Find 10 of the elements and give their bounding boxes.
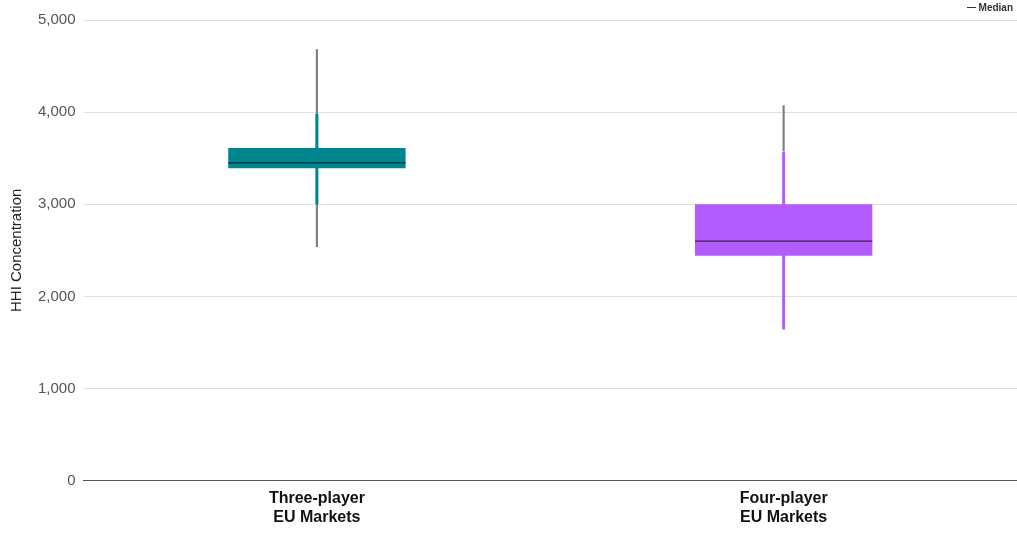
y-tick-label: 3,000 — [37, 194, 76, 212]
x-tick-label: Four-player EU Markets — [739, 488, 828, 525]
y-tick-label: 5,000 — [37, 10, 76, 28]
y-tick-label: 1,000 — [37, 378, 76, 396]
text: Median — [978, 2, 1013, 13]
y-tick-label: 0 — [67, 470, 76, 488]
y-axis-title: HHI Concentration — [7, 188, 25, 312]
y-tick-label: 2,000 — [37, 286, 76, 304]
y-tick-label: 4,000 — [37, 102, 76, 120]
x-tick-label: Three-player EU Markets — [268, 488, 365, 525]
